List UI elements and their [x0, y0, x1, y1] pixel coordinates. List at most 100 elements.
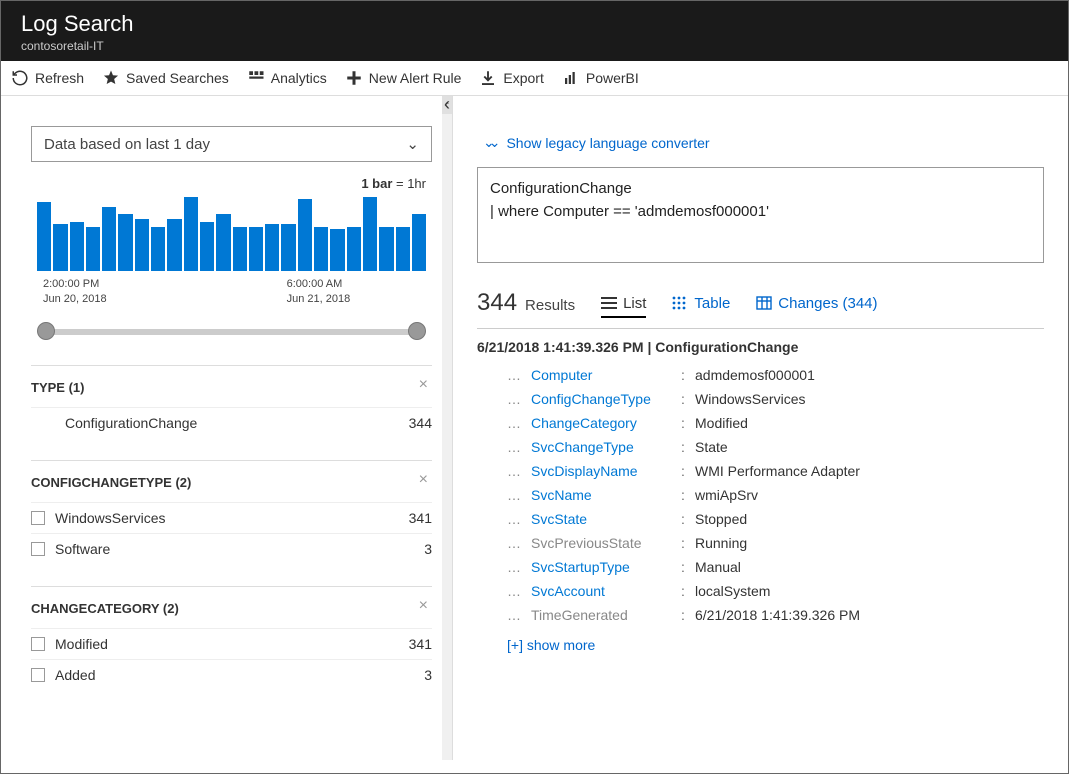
histogram-bar[interactable]: [314, 227, 328, 271]
facet-row[interactable]: Added3: [31, 659, 432, 690]
ellipsis-icon[interactable]: …: [507, 415, 521, 431]
refresh-button[interactable]: Refresh: [11, 69, 84, 87]
histogram-bar[interactable]: [281, 224, 295, 271]
detail-row: …SvcName:wmiApSrv: [477, 483, 1044, 507]
histogram-bar[interactable]: [37, 202, 51, 271]
scrollbar[interactable]: ⌃: [442, 96, 452, 760]
field-name[interactable]: ConfigChangeType: [531, 391, 681, 407]
powerbi-button[interactable]: PowerBI: [562, 69, 639, 87]
facet-count: 344: [409, 415, 432, 431]
ellipsis-icon[interactable]: …: [507, 511, 521, 527]
facet-count: 3: [424, 667, 432, 683]
close-icon[interactable]: ×: [419, 376, 428, 394]
tab-changes[interactable]: Changes (344): [756, 295, 877, 316]
histogram-bar[interactable]: [53, 224, 67, 271]
tab-list[interactable]: List: [601, 295, 646, 318]
histogram-bar[interactable]: [347, 227, 361, 271]
field-name[interactable]: SvcStartupType: [531, 559, 681, 575]
checkbox[interactable]: [31, 637, 45, 651]
close-icon[interactable]: ×: [419, 597, 428, 615]
table-icon: [672, 296, 688, 310]
histogram-bar[interactable]: [412, 214, 426, 271]
ellipsis-icon[interactable]: …: [507, 559, 521, 575]
result-header: 6/21/2018 1:41:39.326 PM | Configuration…: [477, 339, 1044, 355]
facet-label: WindowsServices: [55, 510, 165, 526]
new-alert-button[interactable]: New Alert Rule: [345, 69, 462, 87]
result-detail: 6/21/2018 1:41:39.326 PM | Configuration…: [477, 328, 1044, 653]
collapse-left-icon[interactable]: ‹: [444, 96, 450, 115]
list-icon: [601, 296, 617, 310]
histogram-bar[interactable]: [249, 227, 263, 271]
tab-table[interactable]: Table: [672, 295, 730, 316]
detail-row: …SvcChangeType:State: [477, 435, 1044, 459]
facet-row[interactable]: ConfigurationChange344: [31, 407, 432, 438]
ellipsis-icon[interactable]: …: [507, 535, 521, 551]
time-range-dropdown[interactable]: Data based on last 1 day ⌄: [31, 126, 432, 162]
histogram-bar[interactable]: [396, 227, 410, 271]
ellipsis-icon[interactable]: …: [507, 487, 521, 503]
histogram-bar[interactable]: [86, 227, 100, 271]
histogram-bar[interactable]: [200, 222, 214, 271]
field-name[interactable]: SvcAccount: [531, 583, 681, 599]
checkbox[interactable]: [31, 668, 45, 682]
ellipsis-icon[interactable]: …: [507, 583, 521, 599]
histogram-bar[interactable]: [102, 207, 116, 271]
field-name[interactable]: TimeGenerated: [531, 607, 681, 623]
histogram-bar[interactable]: [135, 219, 149, 271]
histogram-bar[interactable]: [330, 229, 344, 271]
field-name[interactable]: SvcPreviousState: [531, 535, 681, 551]
results-count: 344: [477, 289, 517, 317]
detail-row: …SvcPreviousState:Running: [477, 531, 1044, 555]
ellipsis-icon[interactable]: …: [507, 463, 521, 479]
time-slider[interactable]: [41, 325, 422, 337]
slider-handle-end[interactable]: [408, 322, 426, 340]
facet-label: Software: [55, 541, 110, 557]
facet-row[interactable]: Modified341: [31, 628, 432, 659]
facet-configchangetype: CONFIGCHANGETYPE (2) × WindowsServices34…: [31, 460, 432, 564]
facet-type: TYPE (1) × ConfigurationChange344: [31, 365, 432, 438]
histogram-bar[interactable]: [70, 222, 84, 271]
field-value: 6/21/2018 1:41:39.326 PM: [695, 607, 860, 623]
detail-row: …SvcState:Stopped: [477, 507, 1044, 531]
ellipsis-icon[interactable]: …: [507, 391, 521, 407]
export-button[interactable]: Export: [479, 69, 543, 87]
show-more-link[interactable]: [+] show more: [507, 637, 1044, 653]
close-icon[interactable]: ×: [419, 471, 428, 489]
facet-row[interactable]: WindowsServices341: [31, 502, 432, 533]
right-panel: ⌄⌄ Show legacy language converter Config…: [453, 96, 1068, 760]
field-name[interactable]: SvcChangeType: [531, 439, 681, 455]
histogram-bar[interactable]: [298, 199, 312, 271]
field-name[interactable]: SvcState: [531, 511, 681, 527]
analytics-button[interactable]: Analytics: [247, 69, 327, 87]
histogram-bar[interactable]: [118, 214, 132, 271]
field-name[interactable]: SvcName: [531, 487, 681, 503]
slider-handle-start[interactable]: [37, 322, 55, 340]
ellipsis-icon[interactable]: …: [507, 367, 521, 383]
field-name[interactable]: SvcDisplayName: [531, 463, 681, 479]
ellipsis-icon[interactable]: …: [507, 607, 521, 623]
field-name[interactable]: Computer: [531, 367, 681, 383]
results-bar: 344 Results List Table Changes (344): [477, 289, 1044, 318]
histogram-bar[interactable]: [184, 197, 198, 271]
facet-row[interactable]: Software3: [31, 533, 432, 564]
toolbar: Refresh Saved Searches Analytics New Ale…: [1, 61, 1068, 96]
checkbox[interactable]: [31, 542, 45, 556]
field-name[interactable]: ChangeCategory: [531, 415, 681, 431]
histogram-bar[interactable]: [265, 224, 279, 271]
histogram-bar[interactable]: [216, 214, 230, 271]
histogram-bar[interactable]: [233, 227, 247, 271]
histogram-bar[interactable]: [363, 197, 377, 271]
histogram-chart: [31, 197, 432, 271]
chevron-down-icon: ⌄: [406, 135, 419, 153]
histogram-bar[interactable]: [151, 227, 165, 271]
page-title: Log Search: [21, 11, 1048, 37]
chart-axis: 2:00:00 PM Jun 20, 2018 6:00:00 AM Jun 2…: [31, 277, 432, 307]
histogram-bar[interactable]: [379, 227, 393, 271]
histogram-bar[interactable]: [167, 219, 181, 271]
field-value: Manual: [695, 559, 741, 575]
checkbox[interactable]: [31, 511, 45, 525]
query-editor[interactable]: ConfigurationChange | where Computer == …: [477, 167, 1044, 263]
ellipsis-icon[interactable]: …: [507, 439, 521, 455]
legacy-converter-link[interactable]: ⌄⌄ Show legacy language converter: [483, 134, 1044, 151]
saved-searches-button[interactable]: Saved Searches: [102, 69, 229, 87]
